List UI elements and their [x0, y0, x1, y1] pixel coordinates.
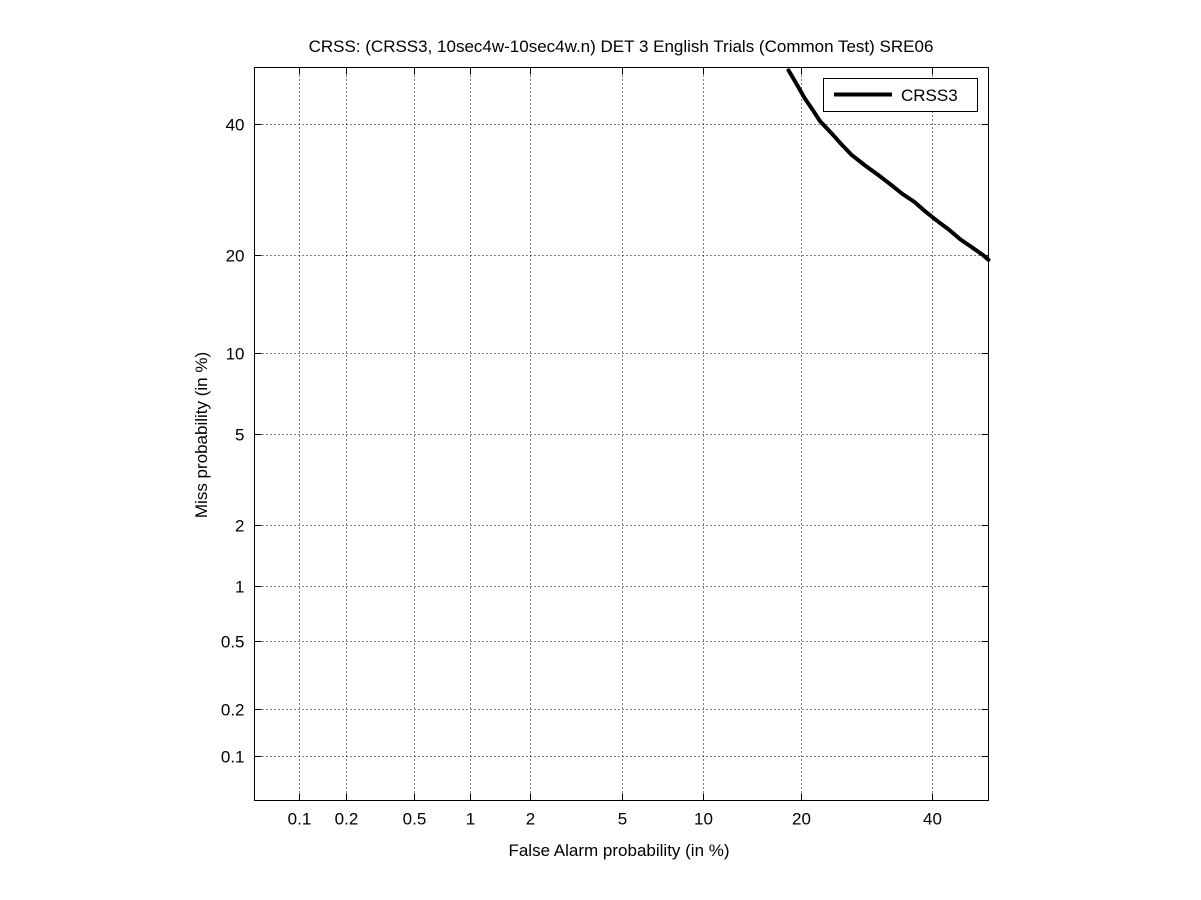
y-axis-label: Miss probability (in %) — [192, 352, 211, 518]
x-tick-label-0p2: 0.2 — [335, 810, 359, 829]
chart-title: CRSS: (CRSS3, 10sec4w-10sec4w.n) DET 3 E… — [309, 37, 934, 56]
x-axis-label: False Alarm probability (in %) — [508, 841, 729, 860]
x-axis-ticks — [299, 67, 933, 801]
y-tick-label-0p2: 0.2 — [221, 701, 245, 720]
x-tick-label-5: 5 — [618, 810, 627, 829]
y-tick-label-20: 20 — [226, 247, 245, 266]
y-tick-label-2: 2 — [235, 517, 244, 536]
series-line-crss3 — [786, 68, 991, 262]
y-tick-label-10: 10 — [226, 345, 245, 364]
x-tick-label-1: 1 — [466, 810, 475, 829]
x-tick-label-40: 40 — [923, 810, 942, 829]
legend: CRSS3 — [823, 78, 978, 112]
series-layer — [786, 68, 991, 262]
x-tick-label-20: 20 — [792, 810, 811, 829]
y-tick-label-0p1: 0.1 — [221, 748, 245, 767]
y-tick-label-1: 1 — [235, 578, 244, 597]
y-tick-label-5: 5 — [235, 426, 244, 445]
y-axis-ticks — [254, 124, 989, 757]
x-tick-labels: 0.1 0.2 0.5 1 2 5 10 20 40 — [288, 810, 942, 829]
y-tick-label-0p5: 0.5 — [221, 633, 245, 652]
y-tick-labels: 0.1 0.2 0.5 1 2 5 10 20 40 — [221, 116, 245, 767]
legend-label-crss3: CRSS3 — [901, 86, 958, 105]
x-gridlines — [299, 67, 933, 801]
x-tick-label-2: 2 — [526, 810, 535, 829]
x-tick-label-0p1: 0.1 — [288, 810, 312, 829]
x-tick-label-10: 10 — [694, 810, 713, 829]
x-tick-label-0p5: 0.5 — [403, 810, 427, 829]
y-tick-label-40: 40 — [226, 116, 245, 135]
y-gridlines — [254, 124, 989, 757]
